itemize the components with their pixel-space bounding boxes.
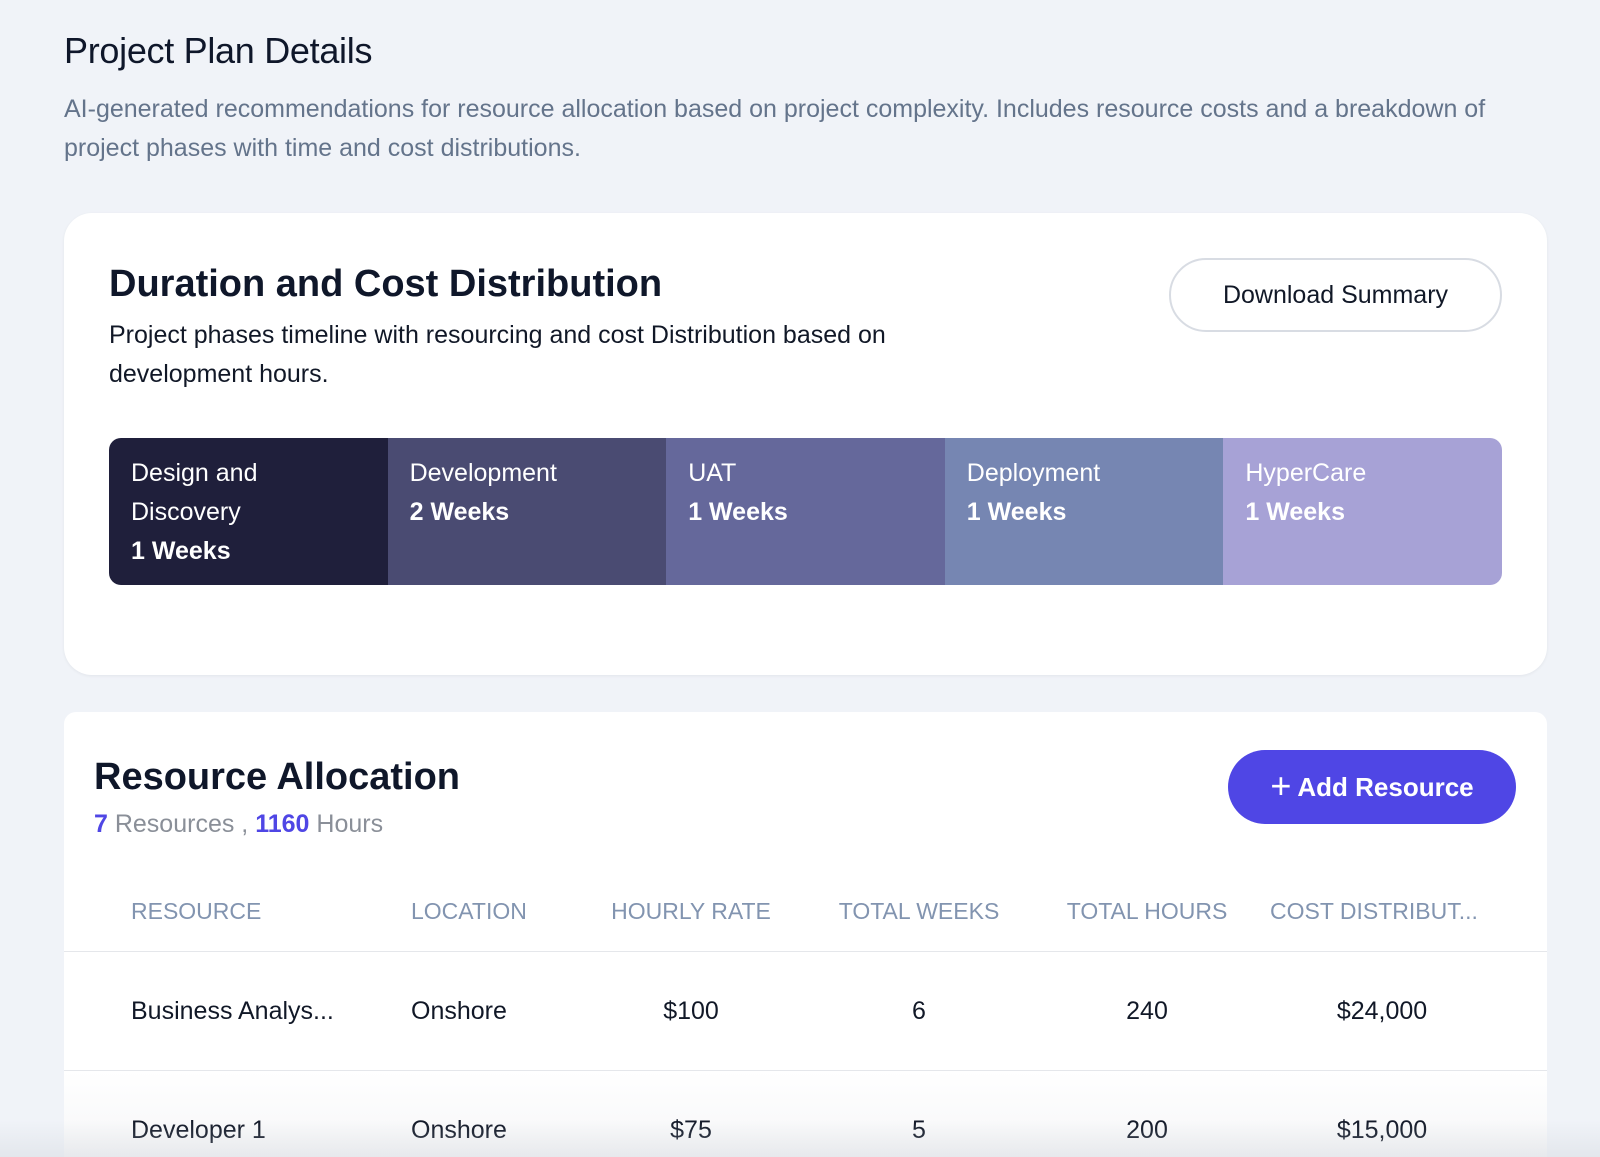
cell-total-weeks: 6 [912, 996, 926, 1025]
hours-label: Hours [309, 810, 384, 838]
duration-card-description: Project phases timeline with resourcing … [109, 321, 886, 388]
phase-timeline: Design and Discovery 1 Weeks Development… [109, 438, 1502, 585]
phase-development: Development 2 Weeks [387, 438, 667, 585]
phase-duration: 1 Weeks [966, 498, 1067, 526]
column-header-resource[interactable]: RESOURCE [131, 898, 262, 924]
cell-total-weeks: 5 [912, 1115, 926, 1144]
phase-design-discovery: Design and Discovery 1 Weeks [109, 438, 388, 585]
column-header-total-hours[interactable]: TOTAL HOURS [1066, 898, 1228, 924]
cell-total-hours: 200 [1126, 1115, 1168, 1144]
resources-label: Resources , [107, 810, 256, 838]
column-header-location[interactable]: LOCATION [411, 898, 527, 924]
table-row[interactable]: Business Analys... Onshore $100 6 240 $2… [64, 952, 1547, 1071]
phase-duration: 2 Weeks [409, 498, 510, 526]
cell-location: Onshore [411, 996, 507, 1025]
cell-total-hours: 240 [1126, 996, 1168, 1025]
phase-duration: 1 Weeks [131, 537, 231, 565]
phase-deployment: Deployment 1 Weeks [944, 438, 1224, 585]
cell-resource: Developer 1 [131, 1115, 266, 1144]
page-description: AI-generated recommendations for resourc… [64, 95, 1486, 162]
hours-count: 1160 [255, 810, 310, 838]
phase-name: HyperCare [1245, 459, 1367, 487]
phase-duration: 1 Weeks [1245, 498, 1345, 526]
phase-duration: 1 Weeks [688, 498, 788, 526]
cell-hourly-rate: $100 [663, 996, 719, 1025]
phase-name: Development [409, 459, 557, 487]
table-header: RESOURCE LOCATION HOURLY RATE TOTAL WEEK… [64, 872, 1547, 952]
cell-hourly-rate: $75 [670, 1115, 712, 1144]
column-header-hourly-rate[interactable]: HOURLY RATE [611, 898, 771, 924]
resource-count: 7 [94, 810, 108, 838]
resource-allocation-card: Resource Allocation 7 Resources , 1160 H… [64, 712, 1547, 1157]
phase-hypercare: HyperCare 1 Weeks [1223, 438, 1502, 585]
add-resource-label: Add Resource [1297, 771, 1474, 802]
column-header-cost-distribution[interactable]: COST DISTRIBUT... [1270, 898, 1478, 924]
page-title: Project Plan Details [64, 30, 373, 71]
phase-name: UAT [688, 459, 737, 487]
duration-cost-card: Duration and Cost Distribution Project p… [64, 213, 1547, 675]
cell-location: Onshore [411, 1115, 507, 1144]
download-summary-button[interactable]: Download Summary [1169, 258, 1502, 332]
cell-cost: $15,000 [1336, 1115, 1428, 1144]
plus-icon: + [1270, 765, 1292, 806]
phase-uat: UAT 1 Weeks [666, 438, 945, 585]
table-row[interactable]: Developer 1 Onshore $75 5 200 $15,000 [64, 1071, 1547, 1157]
phase-name: Deployment [966, 459, 1101, 487]
add-resource-button[interactable]: + Add Resource [1228, 750, 1516, 824]
resource-summary: 7 Resources , 1160 Hours [94, 810, 383, 839]
phase-name: Design and Discovery [131, 459, 258, 526]
resource-card-title: Resource Allocation [94, 756, 461, 798]
cell-cost: $24,000 [1336, 996, 1428, 1025]
cell-resource: Business Analys... [131, 996, 334, 1025]
column-header-total-weeks[interactable]: TOTAL WEEKS [838, 898, 1000, 924]
duration-card-title: Duration and Cost Distribution [109, 263, 663, 305]
resource-table: RESOURCE LOCATION HOURLY RATE TOTAL WEEK… [64, 872, 1547, 1157]
